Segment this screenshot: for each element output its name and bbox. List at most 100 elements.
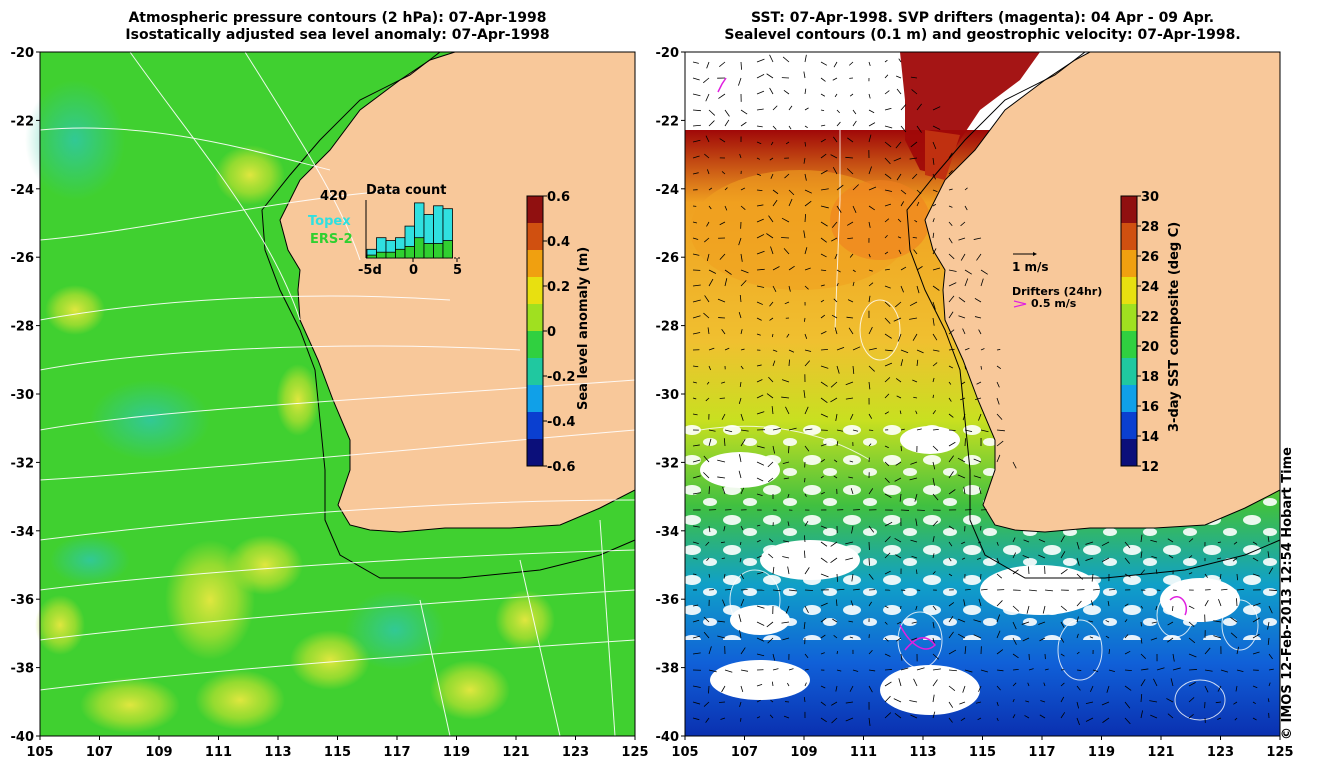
velocity-arrow xyxy=(932,428,939,431)
velocity-arrow xyxy=(787,682,790,687)
velocity-arrow xyxy=(909,477,918,481)
velocity-arrow xyxy=(804,285,809,290)
velocity-arrow xyxy=(973,237,982,240)
velocity-arrow xyxy=(804,406,809,415)
velocity-arrow xyxy=(915,605,918,611)
velocity-arrow xyxy=(1150,714,1158,719)
velocity-arrow xyxy=(804,317,806,322)
velocity-arrow xyxy=(896,637,902,642)
velocity-arrow xyxy=(782,637,790,641)
right-colorbar-tick: 28 xyxy=(1141,220,1159,235)
left-colorbar-cell xyxy=(527,250,543,277)
velocity-arrow xyxy=(1151,621,1158,624)
velocity-arrow xyxy=(1167,713,1174,719)
velocity-arrow xyxy=(1043,682,1046,687)
velocity-arrow xyxy=(804,247,808,255)
velocity-arrow xyxy=(1124,685,1132,691)
velocity-arrow xyxy=(788,445,790,454)
velocity-arrow xyxy=(1012,461,1017,469)
inset-xtick-0: -5d xyxy=(358,263,382,278)
velocity-arrow xyxy=(804,589,813,591)
velocity-arrow xyxy=(996,365,1002,369)
velocity-arrow xyxy=(788,668,794,671)
velocity-arrow xyxy=(803,550,806,559)
velocity-arrow xyxy=(957,618,966,623)
velocity-arrow xyxy=(868,186,877,191)
velocity-arrow xyxy=(996,397,1000,405)
velocity-arrow xyxy=(975,701,982,704)
velocity-arrow xyxy=(803,157,806,164)
velocity-arrow xyxy=(692,444,700,447)
velocity-arrow xyxy=(932,106,941,111)
velocity-arrow xyxy=(1220,669,1229,673)
velocity-arrow xyxy=(1155,605,1158,610)
velocity-arrow xyxy=(958,315,966,319)
velocity-arrow xyxy=(884,536,891,543)
velocity-arrow xyxy=(740,61,742,70)
velocity-arrow xyxy=(740,269,749,274)
velocity-arrow xyxy=(721,381,726,384)
velocity-arrow xyxy=(692,93,701,97)
velocity-arrow xyxy=(884,681,892,687)
velocity-arrow xyxy=(738,397,742,405)
velocity-arrow xyxy=(1268,682,1271,687)
right-map: 1 m/s Drifters (24hr) 0.5 m/s 30 28 26 24 22… xyxy=(684,51,1281,737)
velocity-arrow xyxy=(718,93,726,99)
velocity-arrow xyxy=(707,169,710,175)
velocity-arrow xyxy=(704,153,710,159)
velocity-arrow xyxy=(788,125,792,130)
velocity-arrow xyxy=(1236,573,1238,581)
velocity-arrow xyxy=(1140,569,1145,575)
velocity-arrow xyxy=(1025,700,1030,703)
velocity-arrow xyxy=(1188,538,1194,543)
inset-xtick-1: 0 xyxy=(409,263,418,278)
velocity-arrow xyxy=(769,157,774,161)
right-colorbar-tick: 24 xyxy=(1141,280,1159,295)
velocity-arrow xyxy=(900,428,905,431)
velocity-arrow xyxy=(1140,551,1143,559)
velocity-arrow xyxy=(909,317,918,320)
velocity-arrow xyxy=(704,295,710,303)
velocity-arrow xyxy=(1188,637,1196,644)
velocity-arrow xyxy=(948,269,957,272)
velocity-arrow xyxy=(721,328,726,335)
velocity-arrow xyxy=(781,621,790,624)
velocity-arrow xyxy=(804,360,811,367)
velocity-arrow xyxy=(1012,537,1016,543)
velocity-arrow xyxy=(1027,682,1030,687)
velocity-arrow xyxy=(1060,569,1068,575)
velocity-arrow xyxy=(692,541,699,545)
velocity-arrow xyxy=(772,125,777,130)
velocity-arrow xyxy=(973,475,982,479)
velocity-arrow xyxy=(1076,701,1080,709)
velocity-arrow xyxy=(703,616,710,623)
velocity-arrow xyxy=(739,701,742,707)
velocity-arrow xyxy=(803,230,806,239)
velocity-arrow xyxy=(948,329,955,335)
velocity-arrow xyxy=(848,476,854,479)
velocity-arrow xyxy=(722,599,726,607)
velocity-arrow xyxy=(845,541,854,545)
velocity-arrow xyxy=(717,298,726,303)
velocity-arrow xyxy=(692,557,698,560)
velocity-arrow xyxy=(1042,605,1046,614)
velocity-arrow xyxy=(932,141,937,150)
velocity-arrow xyxy=(692,155,700,159)
velocity-arrow xyxy=(884,349,893,352)
velocity-arrow xyxy=(884,411,890,415)
velocity-arrow xyxy=(916,428,922,431)
right-lon-tick: 119 xyxy=(1088,745,1115,760)
velocity-arrow xyxy=(820,634,826,639)
right-lon-tick: 123 xyxy=(1207,745,1234,760)
left-lat-tick: -34 xyxy=(11,525,35,540)
velocity-arrow xyxy=(783,540,790,543)
inset-bar-ers2 xyxy=(376,251,387,259)
velocity-arrow xyxy=(756,621,765,626)
velocity-arrow xyxy=(820,717,827,723)
velocity-arrow xyxy=(724,119,730,127)
velocity-arrow xyxy=(909,700,918,703)
velocity-arrow xyxy=(803,390,806,399)
velocity-arrow xyxy=(996,413,1003,420)
velocity-arrow xyxy=(900,104,907,111)
velocity-arrow xyxy=(884,141,892,148)
